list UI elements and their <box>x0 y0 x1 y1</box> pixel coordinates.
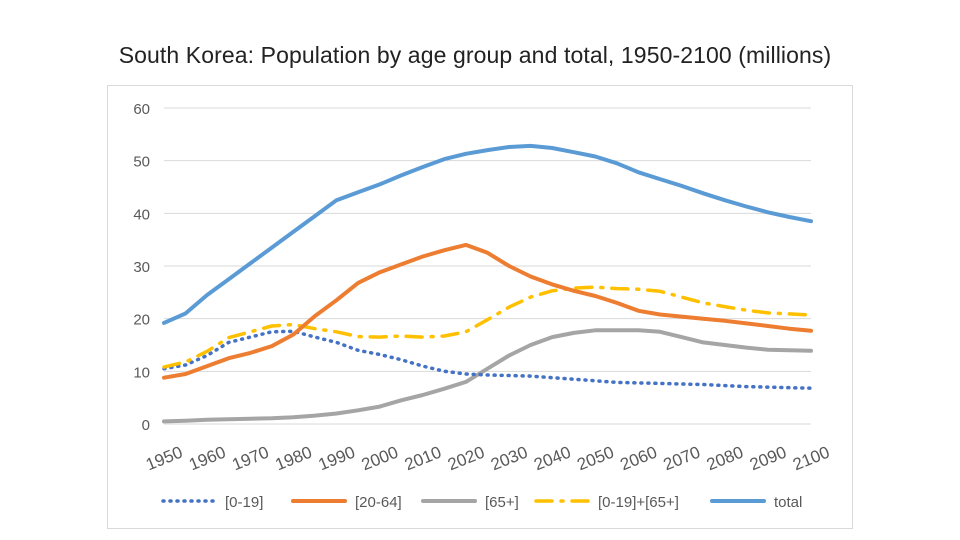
y-tick-label: 60 <box>133 101 150 118</box>
series-line-0-19-65 <box>162 285 813 369</box>
x-tick-label: 1950 <box>143 443 185 475</box>
chart-title: South Korea: Population by age group and… <box>118 42 832 68</box>
legend-item: [65+] <box>421 494 519 511</box>
series-line-65 <box>162 328 813 424</box>
legend-label: [20-64] <box>355 494 402 511</box>
x-tick-label: 2070 <box>661 443 703 475</box>
legend-item: [0-19] <box>161 494 263 511</box>
y-tick-label: 10 <box>133 364 150 381</box>
x-tick-label: 2010 <box>402 443 444 475</box>
legend-label: [0-19] <box>225 494 263 511</box>
y-tick-label: 30 <box>133 259 150 276</box>
y-tick-label: 0 <box>142 417 150 434</box>
x-axis: 1950 1960 1970 1980 1990 2000 2010 2020 2030 2040… <box>143 443 832 475</box>
legend-label: [0-19]+[65+] <box>598 494 679 511</box>
x-tick-label: 2080 <box>704 443 746 475</box>
x-tick-label: 1960 <box>186 443 228 475</box>
x-tick-label: 2060 <box>618 443 660 475</box>
x-tick-label: 2090 <box>747 443 789 475</box>
x-tick-label: 1970 <box>229 443 271 475</box>
x-tick-label: 2050 <box>574 443 616 475</box>
x-tick-label: 1980 <box>272 443 314 475</box>
chart-area: 0 10 20 30 40 50 60 1950 1960 1970 1980 1990 2000 20… <box>107 85 853 529</box>
legend-item: [20-64] <box>291 494 402 511</box>
legend-label: total <box>774 494 802 511</box>
x-tick-label: 2000 <box>359 443 401 475</box>
legend: [0-19] [20-64] [65+] [0-19]+[65+] total <box>161 494 802 511</box>
legend-item: total <box>710 494 802 511</box>
x-tick-label: 2020 <box>445 443 487 475</box>
series-line-total <box>162 143 813 325</box>
y-axis: 0 10 20 30 40 50 60 <box>133 101 150 434</box>
legend-item: [0-19]+[65+] <box>534 494 679 511</box>
y-tick-label: 40 <box>133 206 150 223</box>
series-line-20-64 <box>162 242 813 380</box>
x-tick-label: 1990 <box>316 443 358 475</box>
legend-label: [65+] <box>485 494 519 511</box>
series-line-0-19 <box>162 329 813 390</box>
y-tick-label: 50 <box>133 154 150 171</box>
x-tick-label: 2100 <box>790 443 832 475</box>
x-tick-label: 2030 <box>488 443 530 475</box>
y-tick-label: 20 <box>133 312 150 329</box>
series-lines <box>162 143 813 424</box>
x-tick-label: 2040 <box>531 443 573 475</box>
